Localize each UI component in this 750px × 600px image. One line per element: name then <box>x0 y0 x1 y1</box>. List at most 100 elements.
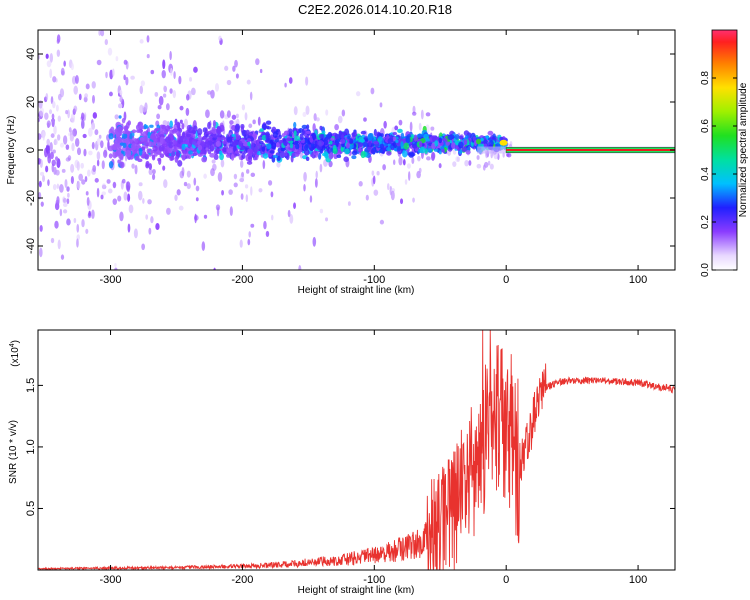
spectrogram-cell <box>240 193 244 200</box>
spectrogram-cell <box>154 151 158 157</box>
spectrogram-cell <box>52 149 56 154</box>
spectrogram-cell <box>176 189 181 196</box>
spectrogram-cell <box>233 173 238 180</box>
spectrogram-cell <box>146 53 150 59</box>
spectrogram-cell <box>317 140 324 147</box>
spectrogram-cell <box>138 190 143 201</box>
spectrogram-cell <box>73 218 77 224</box>
spectrogram-cell <box>112 151 118 159</box>
spectrogram-cell <box>306 124 310 130</box>
spectrogram-cell <box>399 198 404 205</box>
spectrogram-cell <box>259 68 263 74</box>
spectrogram-cell <box>181 143 186 151</box>
spectrogram-cell <box>209 152 215 158</box>
spectrogram-cell <box>96 59 102 66</box>
spectrogram-cell <box>59 142 65 148</box>
spectrogram-cell <box>53 15 57 24</box>
spectrogram-cell <box>70 163 75 173</box>
spectrogram-cell <box>190 87 196 96</box>
spectrogram-cell <box>268 180 273 186</box>
spectrogram-cell <box>250 172 256 178</box>
spectrogram-cell <box>272 131 279 138</box>
spectrogram-cell <box>50 237 55 244</box>
colorbar: 0.0 0.2 0.4 0.6 0.8 Normalized spectral ampl… <box>700 29 749 277</box>
spectrogram-cell <box>101 191 107 196</box>
spectrogram-cell <box>44 112 49 120</box>
spectrogram-cell <box>91 122 96 130</box>
spectrogram-cell <box>161 128 166 134</box>
spectrogram-cell <box>52 76 57 83</box>
spectrogram-cell <box>60 254 65 260</box>
spectrogram-cell <box>362 141 368 147</box>
spectrogram-cell <box>315 170 318 179</box>
colorbar-gradient <box>711 29 738 271</box>
spectrogram-cell <box>247 148 253 154</box>
spectrogram-cell <box>108 161 114 169</box>
spectrogram-cell <box>211 159 216 164</box>
spectrogram-cell <box>336 154 342 158</box>
spectrogram-cell <box>38 133 42 140</box>
spectrogram-cell <box>53 125 57 135</box>
spectrogram-cell <box>161 69 166 79</box>
spectrogram-cell <box>402 150 408 158</box>
snr-x-tick-label: 0 <box>503 574 509 586</box>
spectrogram-cell <box>419 140 423 148</box>
spectrogram-cell <box>206 90 212 95</box>
spectrogram-cell <box>423 133 429 139</box>
spectrogram-cell <box>226 147 233 154</box>
spectrogram-cell <box>286 137 293 142</box>
spectrogram-cell <box>73 85 78 95</box>
spectrogram-y-tick-label: -40 <box>25 238 37 254</box>
spectrogram-cell <box>404 179 408 185</box>
carrier-stripe-core <box>506 149 675 151</box>
spectrogram-cell <box>235 113 239 119</box>
spectrogram-cell <box>150 216 154 224</box>
spectrogram-y-tick-label: 0 <box>25 147 37 153</box>
spectrogram-cell <box>128 138 134 143</box>
spectrogram-cell <box>165 125 171 132</box>
spectrogram-cell <box>221 189 224 196</box>
spectrogram-cell <box>284 152 288 157</box>
spectrogram-cell <box>305 105 310 116</box>
spectrogram-cell <box>101 183 107 190</box>
spectrogram-cell <box>315 117 320 122</box>
spectrogram-cell <box>233 139 238 146</box>
spectrogram-cell <box>108 133 114 140</box>
spectrogram-cell <box>148 163 153 170</box>
spectrogram-cell <box>179 105 184 111</box>
spectrogram-cell <box>383 120 387 129</box>
spectrogram-cell <box>70 175 74 185</box>
spectrogram-cell <box>151 154 156 159</box>
spectrogram-cell <box>106 179 111 184</box>
spectrogram-x-tick-label: 0 <box>503 274 509 286</box>
spectrogram-cell <box>246 160 253 165</box>
spectrogram-cell <box>150 133 156 140</box>
spectrogram-cell <box>178 140 182 144</box>
spectrogram-cell <box>198 134 202 142</box>
spectrogram-cell <box>107 47 113 56</box>
spectrogram-cell <box>62 197 67 203</box>
spectrogram-cell <box>91 209 95 219</box>
spectrogram-cell <box>319 208 324 214</box>
spectrogram-cell <box>357 147 362 152</box>
spectrogram-cell <box>226 110 231 118</box>
snr-exponent-close: ) <box>10 340 21 343</box>
spectrogram-cell <box>71 142 75 152</box>
spectrogram-cell <box>114 262 117 268</box>
spectrogram-cell <box>463 139 468 146</box>
spectrogram-cell <box>411 156 415 165</box>
spectrogram-cell <box>425 112 431 117</box>
snr-exponent: (x104) <box>9 340 21 367</box>
spectrogram-y-tick-label: 40 <box>25 48 37 60</box>
spectrogram-cell <box>123 191 128 201</box>
spectrogram-cell <box>266 143 272 150</box>
spectrogram-cell <box>109 91 113 97</box>
spectrogram-cell <box>269 150 275 154</box>
spectrogram-cell <box>345 142 350 149</box>
spectrogram-cell <box>65 110 69 115</box>
spectrogram-cell <box>418 167 422 173</box>
spectrogram-cell <box>212 120 217 127</box>
spectrogram-cell <box>131 129 137 134</box>
spectrogram-cell <box>263 220 267 230</box>
spectrogram-cell <box>289 214 294 224</box>
